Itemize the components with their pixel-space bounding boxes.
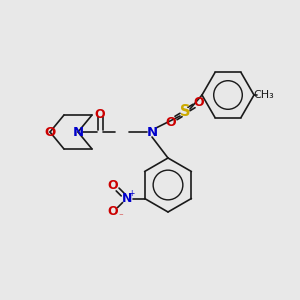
Text: O: O xyxy=(166,116,176,128)
Text: ⁻: ⁻ xyxy=(118,212,123,221)
Text: N: N xyxy=(72,125,84,139)
Text: +: + xyxy=(128,189,135,198)
Text: S: S xyxy=(180,104,190,119)
Text: O: O xyxy=(95,109,105,122)
Text: O: O xyxy=(44,125,56,139)
Text: O: O xyxy=(107,205,118,218)
Text: N: N xyxy=(146,125,158,139)
Text: O: O xyxy=(194,95,204,109)
Text: O: O xyxy=(107,179,118,192)
Text: N: N xyxy=(122,192,132,205)
Text: CH₃: CH₃ xyxy=(254,90,274,100)
